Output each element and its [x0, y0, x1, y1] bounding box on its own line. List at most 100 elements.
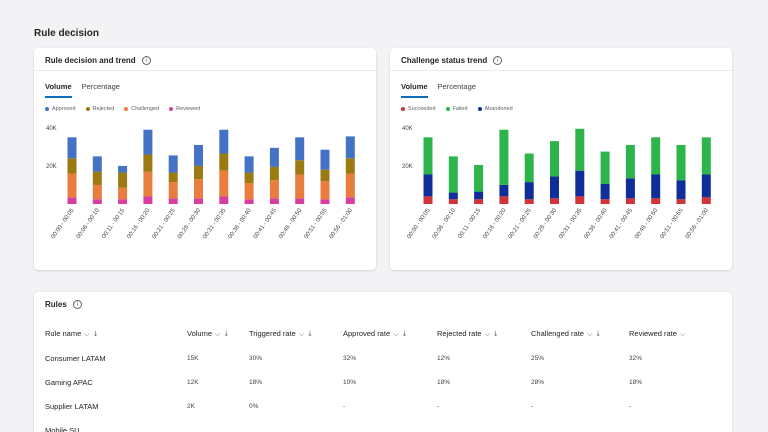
bar-segment-succeeded[interactable]	[625, 198, 635, 204]
bar-segment-challenged[interactable]	[269, 180, 279, 199]
sort-arrow-icon[interactable]: ↓	[401, 330, 408, 338]
bar-segment-rejected[interactable]	[168, 172, 178, 183]
bar-segment-challenged[interactable]	[118, 187, 128, 200]
bar-segment-challenged[interactable]	[345, 173, 355, 198]
bar-segment-abandoned[interactable]	[651, 174, 661, 199]
chevron-down-icon[interactable]: ⌵	[393, 330, 399, 338]
info-icon[interactable]: i	[72, 300, 82, 309]
legend-challenged[interactable]: Challenged	[124, 106, 159, 112]
bar-segment-reviewed[interactable]	[244, 199, 254, 204]
bar-segment-approved[interactable]	[143, 129, 153, 155]
bar-segment-succeeded[interactable]	[423, 196, 433, 204]
bar-segment-abandoned[interactable]	[701, 174, 711, 198]
legend-abandoned[interactable]: Abandoned	[477, 106, 513, 112]
sort-arrow-icon[interactable]: ↓	[223, 330, 230, 338]
bar-segment-approved[interactable]	[67, 137, 77, 159]
rule-name-cell[interactable]: Supplier LATAM	[45, 401, 99, 411]
bar-segment-abandoned[interactable]	[474, 191, 484, 200]
rule-name-cell[interactable]: Consumer LATAM	[45, 353, 106, 363]
bar-segment-failed[interactable]	[651, 137, 661, 175]
bar-segment-failed[interactable]	[474, 164, 484, 192]
table-row[interactable]: Consumer LATAM 15K 30% 32% 12% 25% 32%	[45, 346, 709, 370]
chevron-down-icon[interactable]: ⌵	[586, 330, 593, 338]
bar-segment-abandoned[interactable]	[600, 184, 610, 200]
bar-segment-rejected[interactable]	[345, 158, 355, 174]
bar-segment-reviewed[interactable]	[67, 197, 77, 204]
table-row[interactable]: Mobile SU	[45, 418, 709, 432]
tab-volume[interactable]: Volume	[45, 82, 72, 98]
bar-segment-abandoned[interactable]	[499, 184, 509, 197]
bar-segment-abandoned[interactable]	[448, 192, 458, 200]
bar-segment-abandoned[interactable]	[423, 174, 433, 197]
bar-segment-challenged[interactable]	[168, 182, 178, 199]
bar-segment-challenged[interactable]	[92, 184, 102, 200]
chevron-down-icon[interactable]: ⌵	[84, 330, 90, 338]
bar-segment-approved[interactable]	[219, 129, 229, 154]
bar-segment-approved[interactable]	[244, 156, 254, 173]
bar-segment-reviewed[interactable]	[168, 198, 178, 204]
table-row[interactable]: Gaming APAC 12K 18% 10% 18% 28% 18%	[45, 370, 709, 394]
bar-segment-rejected[interactable]	[118, 172, 128, 188]
legend-succeeded[interactable]: Succeeded	[401, 106, 436, 112]
bar-segment-reviewed[interactable]	[345, 197, 355, 204]
bar-segment-approved[interactable]	[118, 165, 128, 173]
bar-segment-failed[interactable]	[676, 144, 686, 181]
bar-segment-failed[interactable]	[550, 141, 559, 177]
bar-segment-failed[interactable]	[600, 151, 610, 184]
bar-segment-rejected[interactable]	[143, 154, 153, 172]
bar-segment-abandoned[interactable]	[625, 178, 635, 199]
bar-segment-reviewed[interactable]	[320, 199, 330, 204]
tab-volume[interactable]: Volume	[401, 82, 428, 98]
bar-segment-failed[interactable]	[423, 137, 433, 175]
info-icon[interactable]: i	[141, 56, 151, 65]
bar-segment-rejected[interactable]	[194, 165, 203, 180]
rule-name-cell[interactable]: Mobile SU	[45, 425, 80, 432]
chevron-down-icon[interactable]: ⌵	[215, 330, 221, 338]
bar-segment-reviewed[interactable]	[92, 199, 102, 204]
bar-segment-rejected[interactable]	[244, 172, 254, 184]
tab-percentage[interactable]: Percentage	[81, 82, 120, 91]
bar-segment-reviewed[interactable]	[269, 198, 279, 204]
bar-segment-approved[interactable]	[168, 155, 178, 173]
bar-segment-approved[interactable]	[295, 137, 305, 161]
bar-segment-abandoned[interactable]	[524, 182, 534, 200]
legend-approved[interactable]: Approved	[45, 106, 76, 112]
bar-segment-challenged[interactable]	[320, 181, 330, 200]
bar-segment-rejected[interactable]	[67, 158, 77, 174]
bar-segment-rejected[interactable]	[320, 169, 330, 182]
sort-arrow-icon[interactable]: ↓	[92, 330, 99, 338]
sort-arrow-icon[interactable]: ↓	[307, 330, 314, 338]
bar-segment-reviewed[interactable]	[143, 196, 153, 204]
bar-segment-succeeded[interactable]	[448, 199, 458, 204]
bar-segment-abandoned[interactable]	[676, 180, 686, 200]
column-header-challenged-rate[interactable]: Challenged rate ⌵ ↓	[531, 322, 629, 346]
legend-reviewed[interactable]: Reviewed	[169, 106, 200, 112]
bar-segment-succeeded[interactable]	[524, 199, 534, 204]
column-header-reviewed-rate[interactable]: Reviewed rate ⌵	[629, 322, 709, 346]
bar-segment-failed[interactable]	[448, 156, 458, 193]
column-header-triggered-rate[interactable]: Triggered rate ⌵ ↓	[249, 322, 343, 346]
bar-segment-abandoned[interactable]	[550, 176, 559, 199]
bar-segment-rejected[interactable]	[269, 166, 279, 181]
tab-percentage[interactable]: Percentage	[437, 82, 476, 91]
bar-segment-challenged[interactable]	[194, 179, 203, 199]
bar-segment-challenged[interactable]	[67, 173, 77, 198]
rule-name-cell[interactable]: Gaming APAC	[45, 377, 93, 387]
bar-segment-failed[interactable]	[524, 153, 534, 183]
bar-segment-failed[interactable]	[625, 144, 635, 179]
legend-failed[interactable]: Failed	[445, 106, 468, 112]
bar-segment-failed[interactable]	[575, 128, 585, 171]
bar-segment-reviewed[interactable]	[295, 198, 305, 204]
bar-segment-reviewed[interactable]	[118, 199, 128, 204]
bar-segment-approved[interactable]	[92, 156, 102, 172]
column-header-rule-name[interactable]: Rule name ⌵ ↓	[45, 322, 187, 346]
sort-arrow-icon[interactable]: ↓	[595, 330, 602, 338]
bar-segment-succeeded[interactable]	[575, 196, 585, 204]
bar-segment-rejected[interactable]	[219, 153, 229, 171]
bar-segment-rejected[interactable]	[295, 160, 305, 175]
chevron-down-icon[interactable]: ⌵	[484, 330, 490, 338]
bar-segment-succeeded[interactable]	[676, 199, 686, 204]
chevron-down-icon[interactable]: ⌵	[679, 330, 686, 338]
bar-segment-challenged[interactable]	[295, 174, 305, 199]
bar-segment-challenged[interactable]	[143, 171, 153, 197]
